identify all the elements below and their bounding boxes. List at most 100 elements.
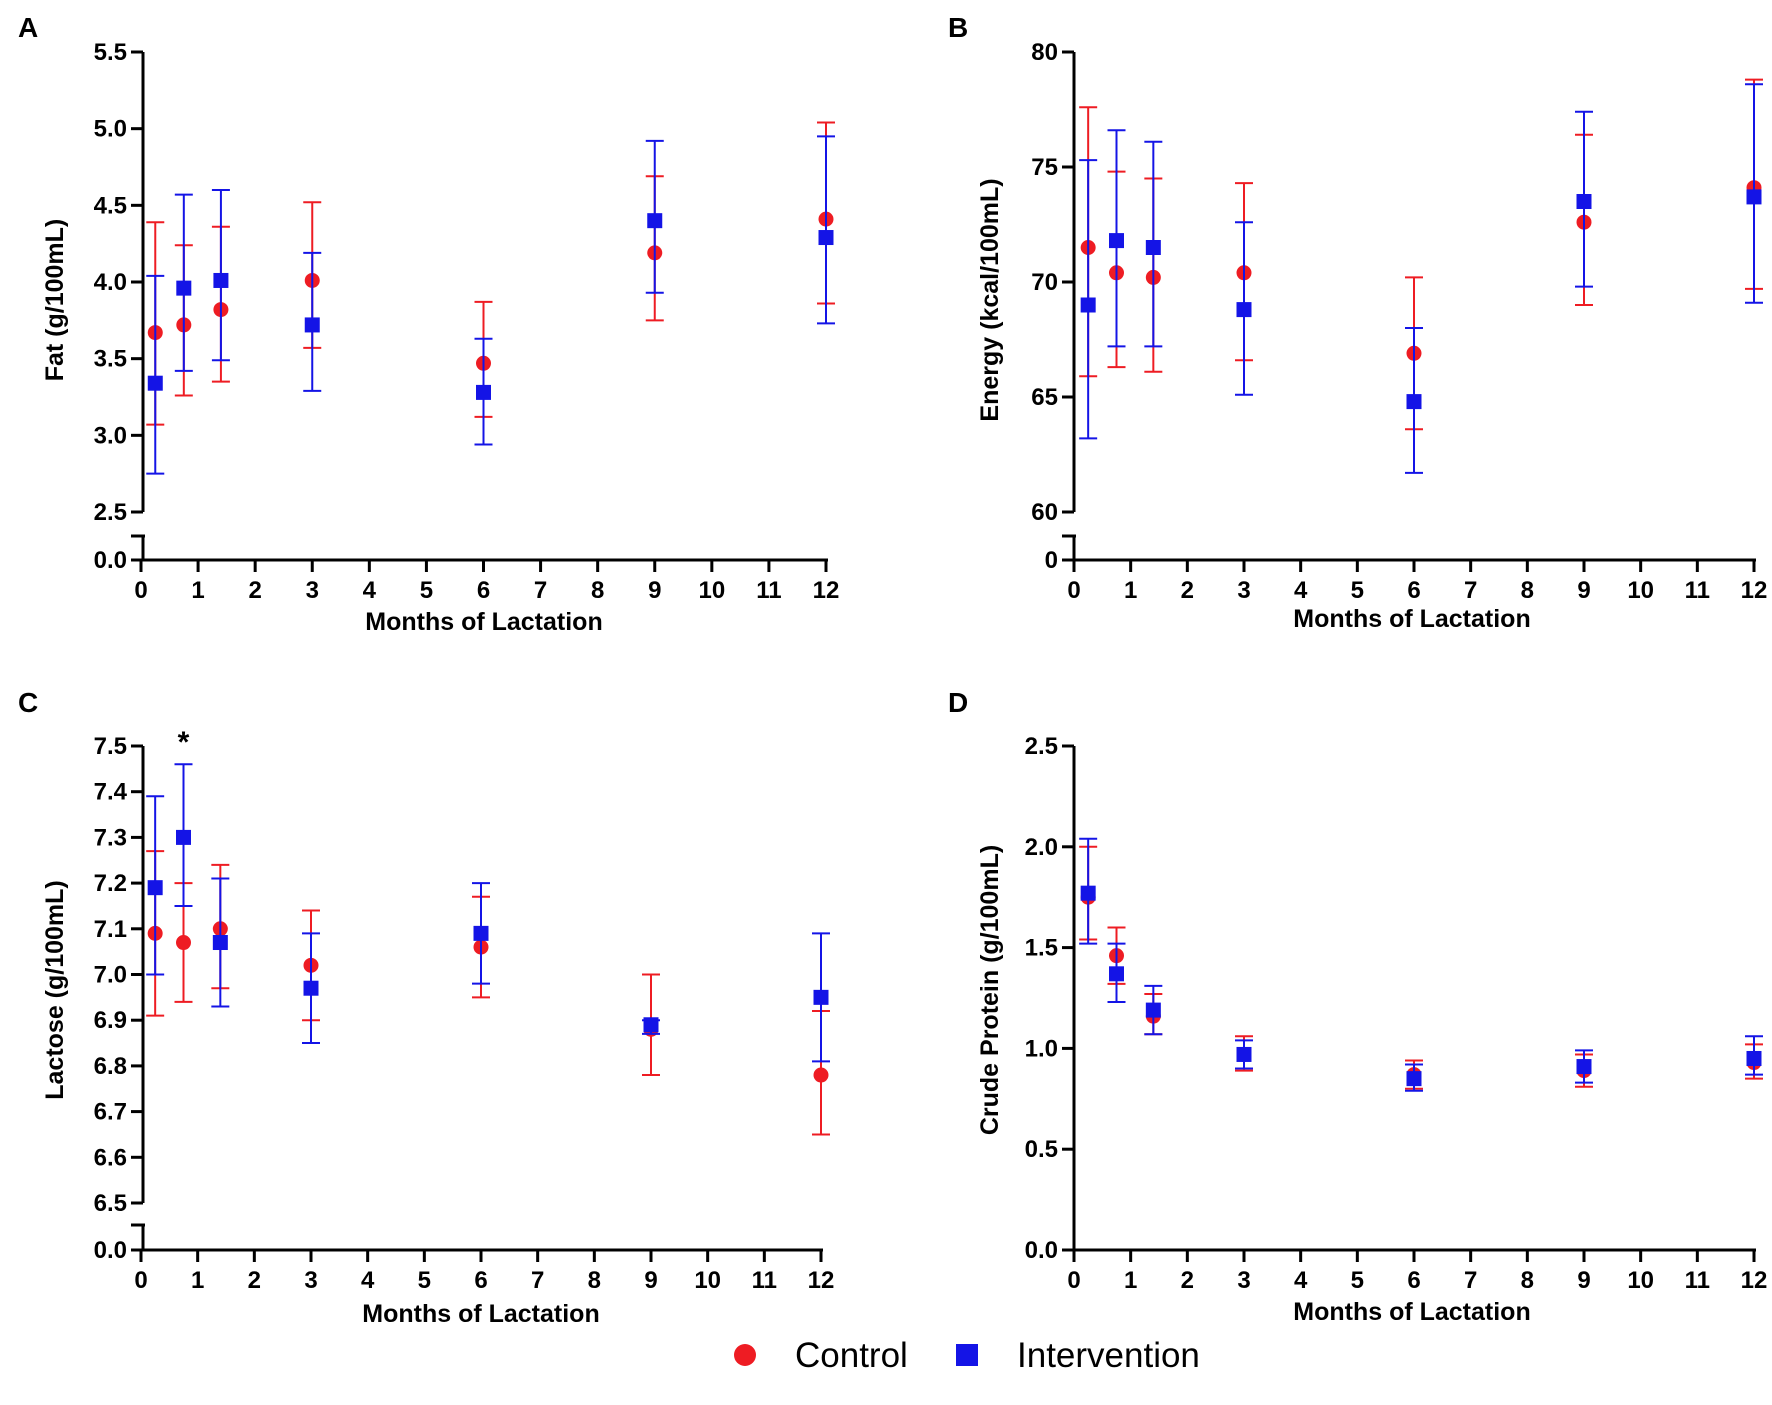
x-tick-label: 10 — [694, 1267, 721, 1294]
x-tick-label: 5 — [418, 1267, 431, 1294]
x-tick-label: 4 — [361, 1267, 375, 1294]
y-tick-label: 2.5 — [94, 499, 127, 526]
x-tick-label: 0 — [134, 577, 147, 604]
data-point-intervention — [176, 280, 192, 296]
x-tick-label: 11 — [1685, 1267, 1710, 1294]
x-tick-label: 6 — [1407, 1267, 1420, 1294]
panel-letter: A — [18, 12, 38, 43]
data-point-intervention — [818, 230, 834, 246]
x-tick-label: 9 — [1577, 1267, 1590, 1294]
x-axis-label: Months of Lactation — [1293, 605, 1530, 633]
y-tick-label: 4.5 — [94, 192, 127, 219]
x-tick-label: 9 — [1577, 577, 1590, 604]
data-point-intervention — [1080, 885, 1096, 901]
data-point-intervention — [1576, 1059, 1592, 1075]
y-tick-label: 6.9 — [94, 1007, 127, 1034]
panel-a: A2.53.03.54.04.55.05.50.00 1 2 3 4 5 6 7 8 9 10 11 1… — [18, 12, 839, 636]
data-point-intervention — [1145, 1002, 1161, 1018]
data-point-intervention — [176, 829, 191, 845]
data-point-intervention — [1145, 240, 1161, 255]
x-tick-label: 11 — [756, 577, 781, 604]
data-point-intervention — [1236, 302, 1252, 318]
panel-d: D0.00.51.01.52.02.50 1 2 3 4 5 6 7 8 9 10 11 12Month… — [948, 687, 1767, 1326]
data-point-intervention — [304, 317, 320, 333]
y-tick-label: 0.0 — [1025, 1237, 1058, 1264]
x-tick-label: 4 — [363, 577, 377, 604]
y-tick-label: 2.5 — [1025, 733, 1058, 760]
x-tick-label: 1 — [1124, 1267, 1137, 1294]
y-tick-label: 5.5 — [94, 39, 127, 66]
data-point-intervention — [1746, 189, 1762, 205]
y-tick-label-zero: 0 — [1045, 547, 1058, 574]
x-tick-label: 0 — [134, 1267, 147, 1294]
x-tick-label: 8 — [588, 1267, 601, 1294]
y-axis-label: Fat (g/100mL) — [41, 219, 69, 382]
y-axis-label: Energy (kcal/100mL) — [976, 178, 1004, 421]
panel-c: C6.56.66.76.86.97.07.17.27.37.47.50.00 1 2… — [18, 687, 834, 1328]
series-control — [146, 850, 830, 1136]
x-tick-label: 12 — [1741, 577, 1768, 604]
x-axis-label: Months of Lactation — [362, 1300, 599, 1328]
x-tick-label: 7 — [534, 577, 547, 604]
x-tick-label: 2 — [248, 577, 261, 604]
y-tick-label: 7.3 — [94, 824, 127, 851]
x-tick-label: 3 — [1237, 1267, 1250, 1294]
data-point-intervention — [1109, 966, 1124, 982]
x-tick-label: 4 — [1294, 577, 1308, 604]
x-tick-label: 11 — [1685, 577, 1710, 604]
x-tick-label: 6 — [474, 1267, 487, 1294]
x-tick-label: 6 — [477, 577, 490, 604]
y-tick-label: 0.5 — [1025, 1136, 1058, 1163]
data-point-intervention — [1406, 1071, 1422, 1087]
x-tick-label: 2 — [248, 1267, 261, 1294]
data-point-intervention — [473, 925, 489, 941]
series-intervention — [1079, 83, 1763, 474]
x-tick-label: 9 — [644, 1267, 657, 1294]
y-tick-label: 7.1 — [94, 916, 127, 943]
data-point-intervention — [1746, 1050, 1762, 1066]
x-tick-label: 12 — [808, 1267, 835, 1294]
data-point-intervention — [1236, 1046, 1252, 1062]
data-point-intervention — [647, 213, 663, 229]
legend-control-label: Control — [795, 1336, 908, 1375]
y-tick-label: 7.0 — [94, 962, 127, 989]
x-axis-label: Months of Lactation — [1293, 1298, 1530, 1326]
x-tick-label: 0 — [1067, 577, 1080, 604]
x-tick-label: 8 — [591, 577, 604, 604]
y-tick-label-zero: 0.0 — [94, 1237, 127, 1264]
y-tick-label: 80 — [1031, 39, 1058, 66]
y-tick-label: 6.6 — [94, 1144, 127, 1171]
x-tick-label: 8 — [1521, 1267, 1534, 1294]
x-tick-label: 1 — [191, 1267, 204, 1294]
x-tick-label: 0 — [1067, 1267, 1080, 1294]
data-point-control — [813, 1067, 829, 1083]
data-point-intervention — [147, 375, 163, 391]
legend: Control Intervention — [734, 1336, 1200, 1375]
x-tick-label: 3 — [1237, 577, 1250, 604]
data-point-intervention — [213, 272, 229, 288]
y-tick-label: 75 — [1031, 154, 1058, 181]
data-point-intervention — [1109, 233, 1124, 249]
x-tick-label: 7 — [531, 1267, 544, 1294]
x-tick-label: 2 — [1181, 577, 1194, 604]
data-point-intervention — [476, 384, 491, 400]
y-tick-label: 7.4 — [94, 779, 128, 806]
y-tick-label: 1.0 — [1025, 1035, 1058, 1062]
panel-letter: D — [948, 687, 968, 718]
data-point-intervention — [1576, 194, 1592, 209]
y-tick-label: 7.5 — [94, 733, 127, 760]
data-point-intervention — [1080, 297, 1096, 313]
x-tick-label: 10 — [1627, 577, 1654, 604]
data-point-intervention — [212, 935, 228, 951]
series-control — [1079, 845, 1763, 1090]
x-tick-label: 3 — [304, 1267, 317, 1294]
data-point-intervention — [1406, 394, 1422, 410]
y-tick-label: 3.5 — [94, 346, 127, 373]
x-tick-label: 5 — [420, 577, 433, 604]
x-tick-label: 7 — [1464, 1267, 1477, 1294]
x-tick-label: 5 — [1351, 577, 1364, 604]
y-tick-label: 60 — [1031, 499, 1058, 526]
series-control — [146, 121, 835, 426]
legend-control-marker — [734, 1344, 756, 1366]
